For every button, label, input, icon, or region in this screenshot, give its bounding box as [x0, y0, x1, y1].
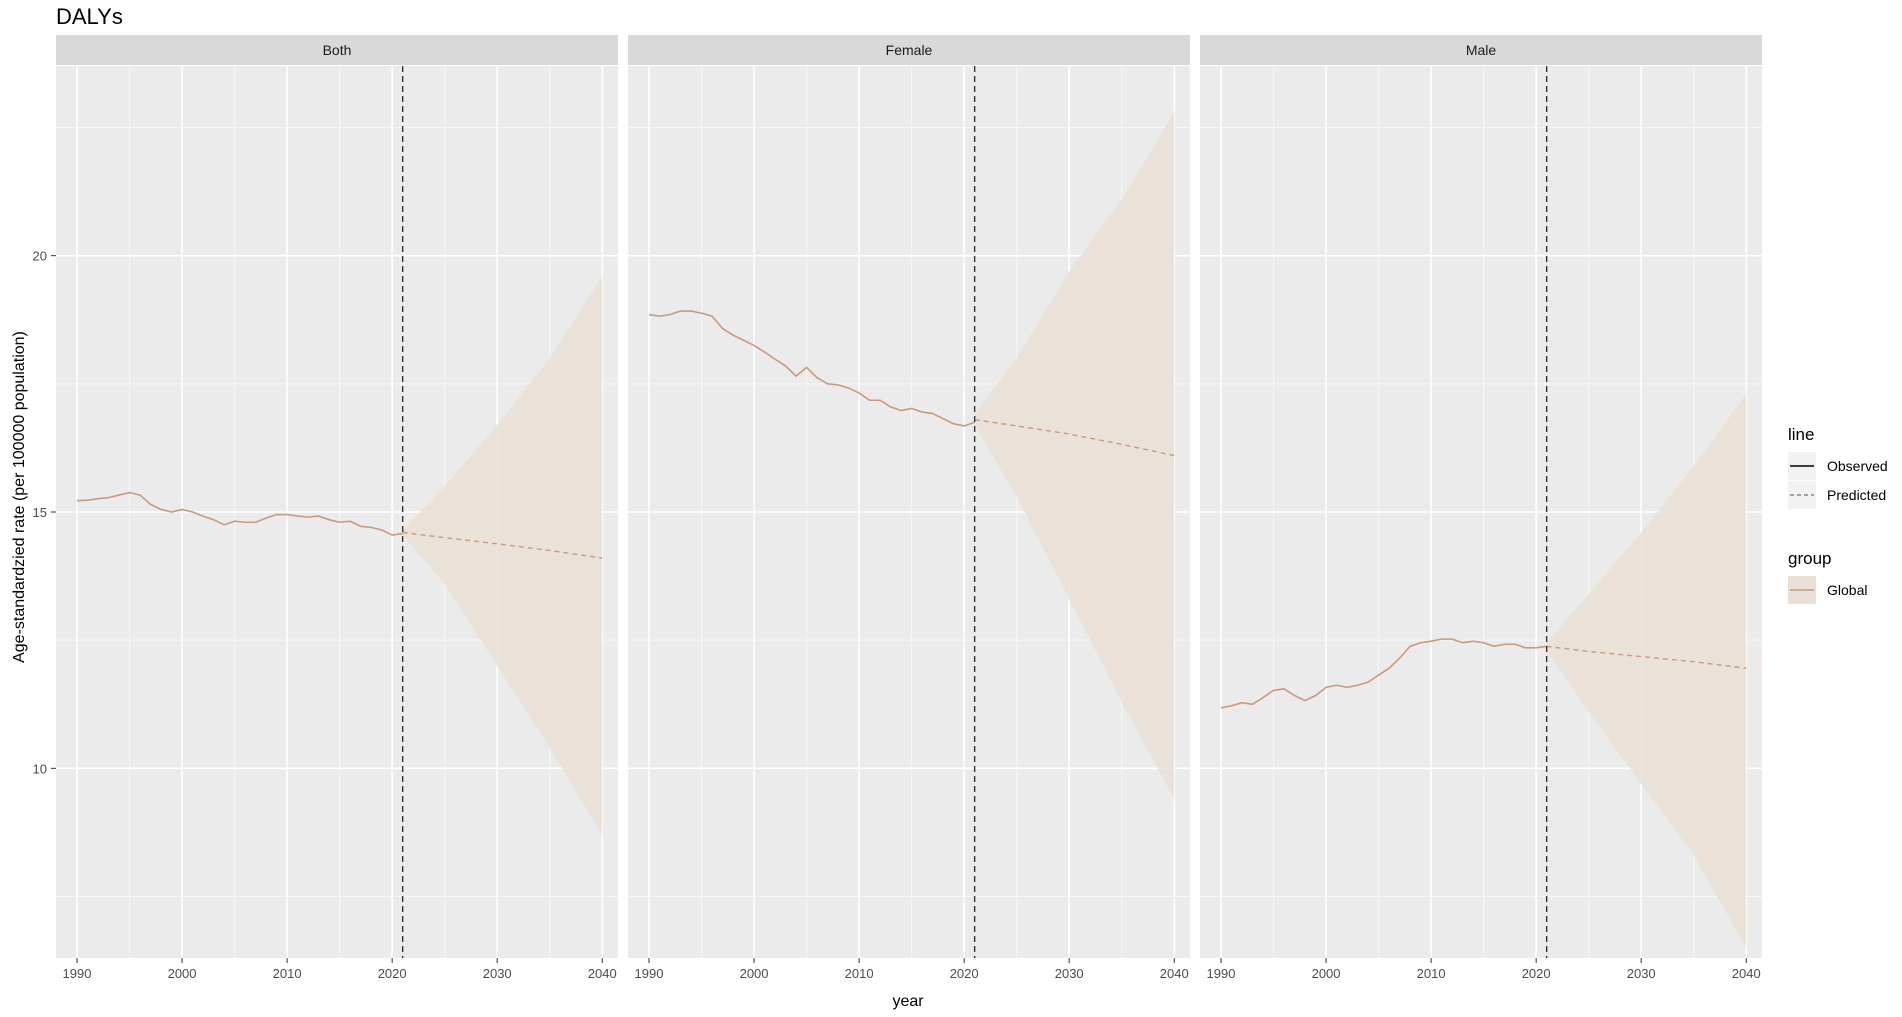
- facet-strip: [1200, 35, 1762, 65]
- x-tick-label: 2010: [845, 966, 874, 981]
- x-tick-label: 2040: [588, 966, 617, 981]
- x-tick-label: 2000: [1312, 966, 1341, 981]
- x-tick-label: 2040: [1160, 966, 1189, 981]
- panels-group: Both 1990 2000 2010 2020 2030 2040 10 15 20 Female…: [33, 35, 1762, 981]
- facet-strip-label: Both: [323, 42, 352, 58]
- x-tick-label: 2000: [168, 966, 197, 981]
- chart-title: DALYs: [56, 4, 123, 29]
- legend: line Observed Predicted group Global: [1788, 425, 1888, 604]
- x-tick-label: 2010: [1417, 966, 1446, 981]
- x-tick-label: 2040: [1732, 966, 1761, 981]
- facet-strip: [628, 35, 1190, 65]
- x-axis-title: year: [892, 993, 924, 1010]
- y-axis-title: Age-standardzied rate (per 100000 popula…: [11, 331, 28, 663]
- x-tick-label: 1990: [1207, 966, 1236, 981]
- legend-label-global: Global: [1827, 582, 1867, 598]
- panel-female: Female 1990 2000 2010 2020 2030 2040: [628, 35, 1190, 981]
- prediction-interval-ribbon: [1546, 394, 1747, 948]
- predicted-line: [974, 419, 1175, 457]
- predicted-line: [402, 531, 603, 559]
- panel-both: Both 1990 2000 2010 2020 2030 2040 10 15 20: [33, 35, 618, 981]
- legend-line-title: line: [1788, 425, 1814, 444]
- x-tick-label: 2030: [483, 966, 512, 981]
- x-tick-label: 2020: [1522, 966, 1551, 981]
- x-tick-label: 2020: [950, 966, 979, 981]
- observed-line: [76, 491, 403, 536]
- x-tick-label: 1990: [635, 966, 664, 981]
- facet-strip: [56, 35, 618, 65]
- legend-label-predicted: Predicted: [1827, 487, 1886, 503]
- legend-group-title: group: [1788, 549, 1831, 568]
- x-tick-label: 1990: [63, 966, 92, 981]
- y-tick-label: 15: [33, 505, 47, 520]
- legend-label-observed: Observed: [1827, 458, 1888, 474]
- x-tick-label: 2000: [740, 966, 769, 981]
- y-tick-label: 20: [33, 249, 47, 264]
- predicted-line: [1546, 645, 1747, 670]
- prediction-interval-ribbon: [974, 112, 1175, 800]
- facet-strip-label: Male: [1466, 42, 1497, 58]
- panel-male: Male 1990 2000 2010 2020 2030 2040: [1200, 35, 1762, 981]
- prediction-interval-ribbon: [402, 276, 603, 835]
- x-tick-label: 2020: [378, 966, 407, 981]
- x-tick-label: 2030: [1627, 966, 1656, 981]
- y-tick-label: 10: [33, 761, 47, 776]
- observed-line: [1220, 638, 1547, 709]
- x-tick-label: 2030: [1055, 966, 1084, 981]
- x-tick-label: 2010: [273, 966, 302, 981]
- facet-strip-label: Female: [886, 42, 933, 58]
- observed-line: [648, 310, 975, 427]
